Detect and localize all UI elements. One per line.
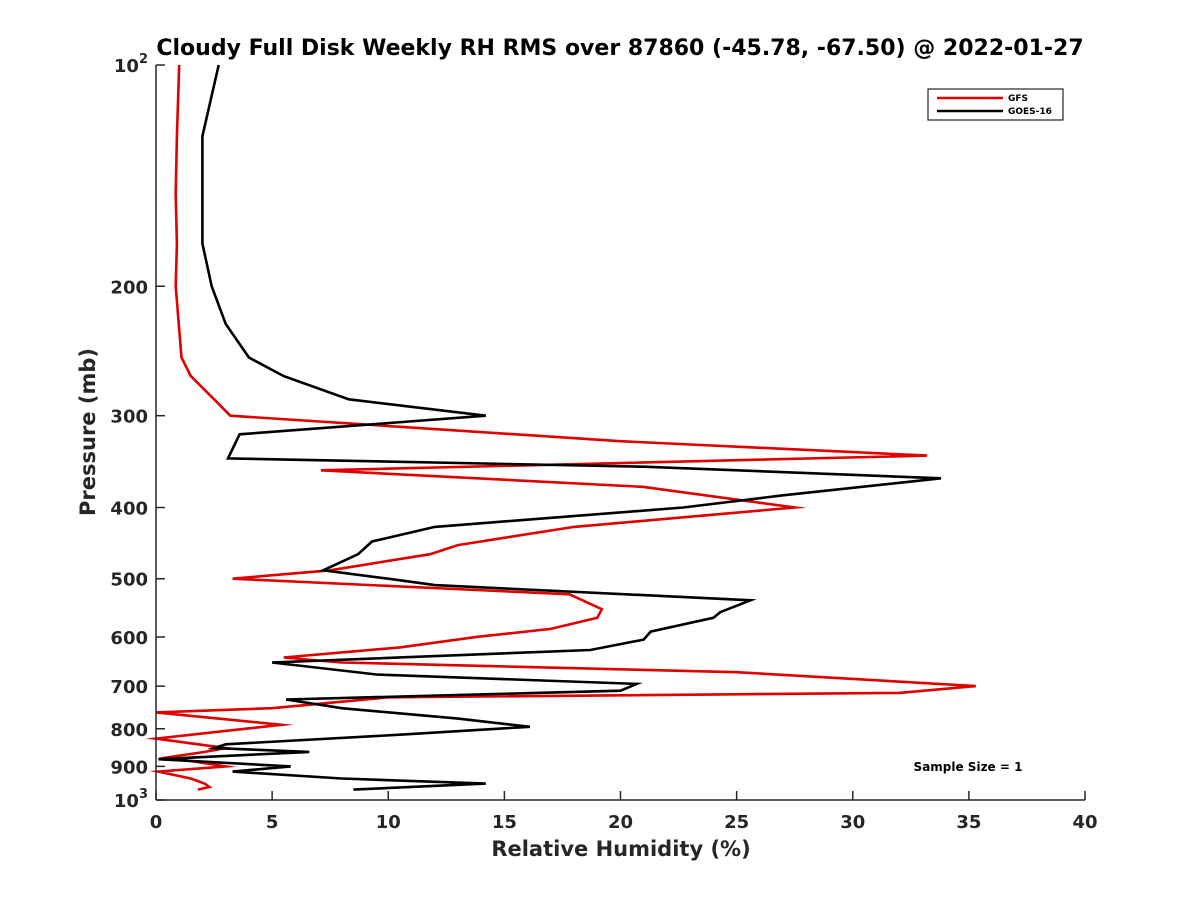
x-tick-label: 25 bbox=[724, 812, 749, 833]
x-tick-label: 35 bbox=[956, 812, 981, 833]
y-tick-label: 800 bbox=[110, 720, 148, 741]
sample-size-annotation: Sample Size = 1 bbox=[914, 760, 1023, 774]
x-tick-label: 10 bbox=[376, 812, 401, 833]
x-tick-label: 15 bbox=[492, 812, 517, 833]
legend-box bbox=[927, 88, 1064, 121]
x-axis-label: Relative Humidity (%) bbox=[491, 837, 750, 861]
y-tick-label: 500 bbox=[110, 570, 148, 591]
x-tick-label: 0 bbox=[150, 812, 163, 833]
x-tick-label: 30 bbox=[840, 812, 865, 833]
y-tick-label: 300 bbox=[110, 407, 148, 428]
series-line-gfs bbox=[145, 64, 976, 791]
y-axis-label: Pressure (mb) bbox=[76, 348, 100, 516]
y-tick-label: 200 bbox=[110, 277, 148, 298]
axes-layer: 0 5 10 15 20 25 30 35 40102200300400500600700800… bbox=[110, 52, 1097, 833]
y-tick-label: 600 bbox=[110, 628, 148, 649]
chart-title: Cloudy Full Disk Weekly RH RMS over 8786… bbox=[156, 36, 1083, 61]
y-tick-label: 900 bbox=[110, 757, 148, 778]
series-line-goes-16 bbox=[158, 64, 942, 791]
x-tick-label: 40 bbox=[1072, 812, 1097, 833]
y-tick-label: 700 bbox=[110, 677, 148, 698]
y-tick-label: 400 bbox=[110, 499, 148, 520]
x-tick-label: 5 bbox=[266, 812, 279, 833]
legend: GFS GOES-16 bbox=[927, 88, 1064, 121]
series-layer bbox=[145, 64, 976, 791]
legend-label: GOES-16 bbox=[1008, 107, 1052, 117]
legend-label: GFS bbox=[1008, 94, 1028, 104]
x-tick-label: 20 bbox=[608, 812, 633, 833]
